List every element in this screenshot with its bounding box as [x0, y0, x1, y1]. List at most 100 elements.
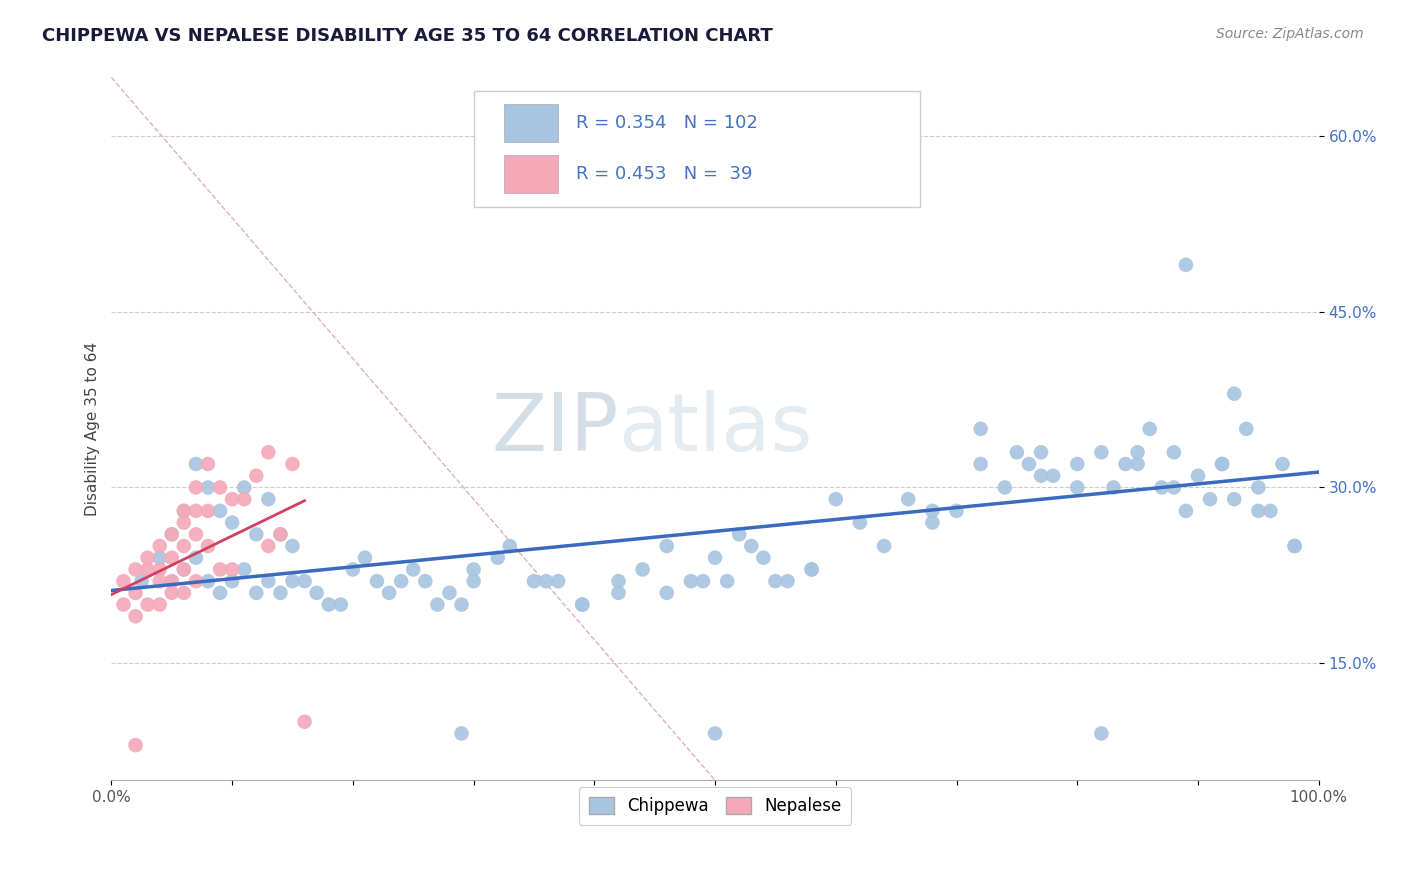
Point [1247, 480, 1270, 494]
Point [160, 574, 183, 589]
Point [173, 504, 195, 518]
Point [450, 598, 472, 612]
Point [692, 574, 714, 589]
Point [149, 550, 172, 565]
Point [160, 527, 183, 541]
Point [354, 550, 377, 565]
Point [1187, 468, 1209, 483]
Point [257, 574, 280, 589]
Text: CHIPPEWA VS NEPALESE DISABILITY AGE 35 TO 64 CORRELATION CHART: CHIPPEWA VS NEPALESE DISABILITY AGE 35 T… [42, 27, 773, 45]
Point [209, 480, 232, 494]
Point [1284, 539, 1306, 553]
Point [173, 586, 195, 600]
Point [1174, 504, 1197, 518]
Point [245, 527, 267, 541]
Point [607, 574, 630, 589]
Point [752, 550, 775, 565]
Point [789, 128, 811, 143]
Point [1211, 457, 1233, 471]
Point [136, 562, 159, 576]
Point [197, 457, 219, 471]
Point [1223, 386, 1246, 401]
Point [184, 527, 207, 541]
Point [281, 457, 304, 471]
Point [655, 539, 678, 553]
Point [124, 609, 146, 624]
Point [329, 598, 352, 612]
Point [402, 562, 425, 576]
Point [413, 574, 436, 589]
Point [547, 574, 569, 589]
Point [366, 574, 388, 589]
Point [631, 562, 654, 576]
Point [197, 574, 219, 589]
Point [389, 574, 412, 589]
Point [294, 574, 316, 589]
Point [873, 539, 896, 553]
Point [281, 574, 304, 589]
Point [945, 504, 967, 518]
Point [1174, 258, 1197, 272]
Point [160, 550, 183, 565]
Point [221, 516, 243, 530]
Point [184, 574, 207, 589]
Point [1139, 422, 1161, 436]
Point [679, 574, 702, 589]
Point [318, 598, 340, 612]
Point [184, 480, 207, 494]
FancyBboxPatch shape [474, 92, 921, 208]
Point [1247, 504, 1270, 518]
Point [716, 574, 738, 589]
Point [1234, 422, 1257, 436]
Point [1199, 492, 1222, 507]
Point [1066, 457, 1088, 471]
Point [184, 457, 207, 471]
Point [1115, 457, 1137, 471]
Point [124, 586, 146, 600]
Point [131, 574, 153, 589]
Point [655, 586, 678, 600]
Point [969, 422, 991, 436]
Text: R = 0.354   N = 102: R = 0.354 N = 102 [576, 114, 758, 132]
Point [245, 468, 267, 483]
Point [233, 480, 256, 494]
Text: ZIP: ZIP [491, 390, 619, 468]
Point [257, 539, 280, 553]
Text: atlas: atlas [619, 390, 813, 468]
Point [197, 539, 219, 553]
Point [136, 550, 159, 565]
Point [160, 527, 183, 541]
Point [463, 562, 485, 576]
Point [740, 539, 762, 553]
Point [160, 586, 183, 600]
Point [1126, 457, 1149, 471]
Point [124, 738, 146, 752]
Point [1029, 445, 1052, 459]
Legend: Chippewa, Nepalese: Chippewa, Nepalese [579, 787, 851, 825]
Point [197, 504, 219, 518]
Point [776, 574, 799, 589]
Point [221, 574, 243, 589]
Point [486, 550, 509, 565]
Point [1018, 457, 1040, 471]
Point [499, 539, 522, 553]
Point [728, 527, 751, 541]
Point [450, 726, 472, 740]
Point [765, 574, 787, 589]
Point [294, 714, 316, 729]
Text: R = 0.453   N =  39: R = 0.453 N = 39 [576, 165, 752, 183]
Point [463, 574, 485, 589]
Point [257, 445, 280, 459]
Point [1284, 539, 1306, 553]
Point [136, 598, 159, 612]
Point [233, 492, 256, 507]
Point [221, 492, 243, 507]
Point [209, 586, 232, 600]
Point [800, 562, 823, 576]
FancyBboxPatch shape [503, 155, 558, 193]
Point [149, 574, 172, 589]
Point [1090, 445, 1112, 459]
Point [342, 562, 364, 576]
Point [800, 562, 823, 576]
Point [994, 480, 1017, 494]
